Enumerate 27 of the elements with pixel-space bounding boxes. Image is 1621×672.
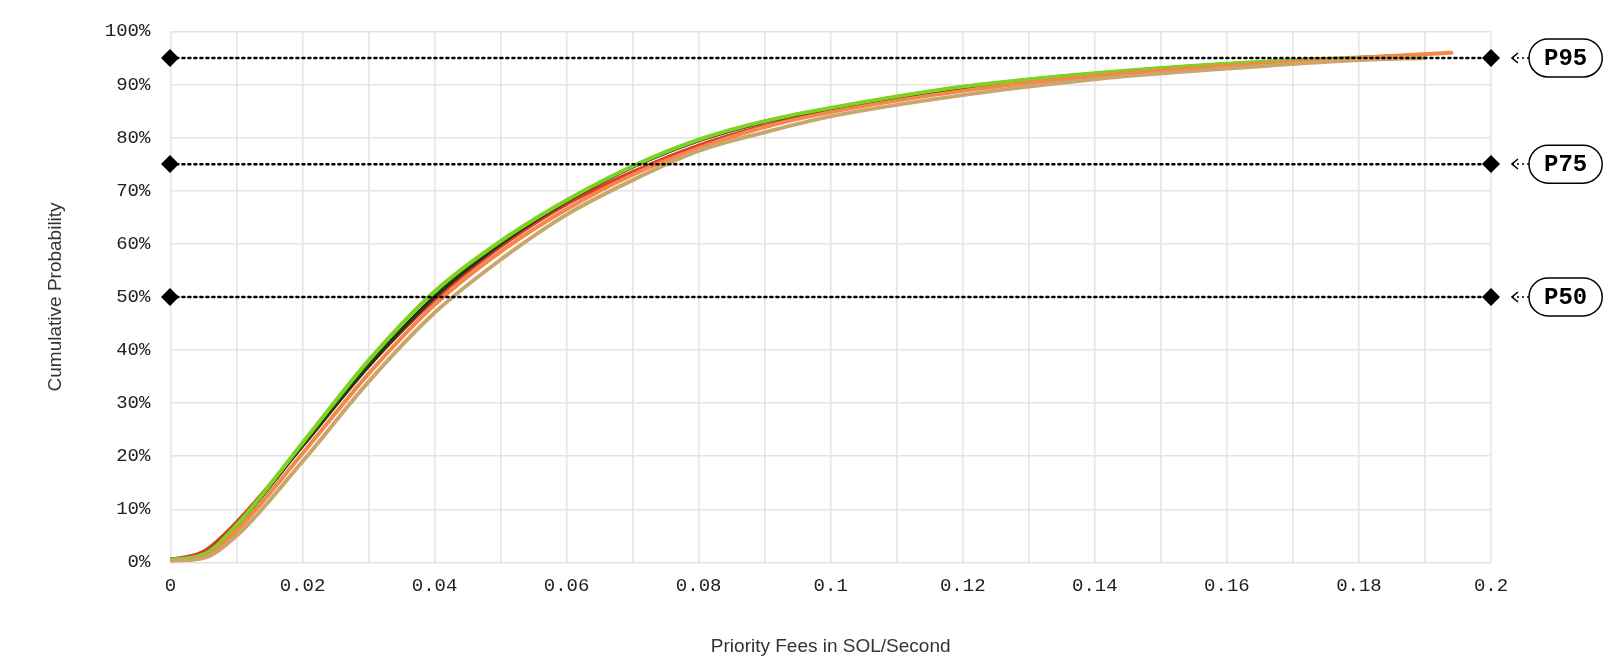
x-axis-title: Priority Fees in SOL/Second bbox=[710, 634, 951, 656]
x-tick-label: 0 bbox=[164, 574, 177, 597]
y-tick-label: 10% bbox=[116, 498, 151, 521]
x-tick-label: 0.14 bbox=[1072, 574, 1118, 597]
y-tick-label: 100% bbox=[104, 20, 151, 43]
x-tick-label: 0.16 bbox=[1204, 574, 1250, 597]
y-tick-label: 50% bbox=[116, 285, 151, 308]
ref-line-label: P75 bbox=[1543, 151, 1588, 179]
y-tick-label: 40% bbox=[116, 339, 151, 362]
ref-line-label: P50 bbox=[1543, 283, 1588, 311]
x-tick-label: 0.06 bbox=[543, 574, 590, 597]
y-tick-label: 90% bbox=[116, 73, 151, 96]
x-tick-label: 0.1 bbox=[813, 574, 848, 597]
x-tick-label: 0.2 bbox=[1473, 574, 1509, 597]
y-tick-label: 80% bbox=[116, 126, 151, 149]
y-tick-label: 20% bbox=[116, 445, 151, 468]
x-tick-label: 0.08 bbox=[675, 574, 722, 597]
y-tick-label: 70% bbox=[116, 179, 151, 202]
x-tick-label: 0.04 bbox=[411, 574, 458, 597]
y-tick-label: 0% bbox=[127, 551, 151, 574]
x-tick-label: 0.12 bbox=[939, 574, 986, 597]
x-tick-label: 0.18 bbox=[1336, 574, 1382, 597]
y-axis-title: Cumulative Probability bbox=[43, 201, 65, 392]
ref-line-label: P95 bbox=[1543, 45, 1588, 72]
y-tick-label: 30% bbox=[116, 392, 151, 415]
x-tick-label: 0.02 bbox=[279, 574, 326, 597]
y-tick-label: 60% bbox=[116, 232, 151, 255]
